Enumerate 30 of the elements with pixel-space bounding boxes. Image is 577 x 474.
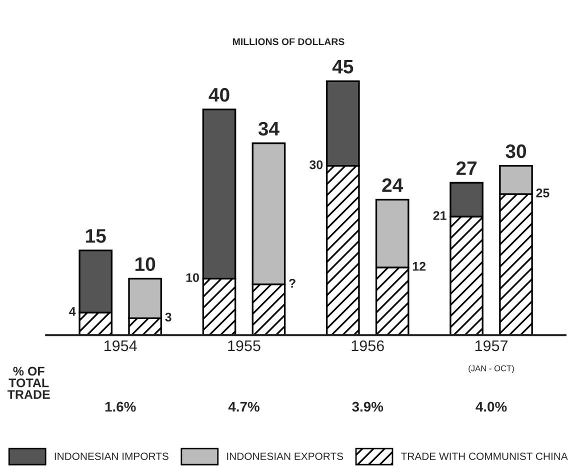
text: 4.7%: [228, 402, 260, 412]
x-tick-label: 1954: [104, 340, 137, 352]
data-label: 25: [536, 188, 550, 198]
data-label: 21: [433, 211, 446, 220]
data-label: 4: [69, 307, 76, 316]
legend-label: TRADE WITH COMMUNIST CHINA: [401, 452, 568, 460]
total-label: 40: [208, 88, 230, 102]
chart-subtitle: MILLIONS OF DOLLARS: [232, 38, 344, 46]
total-label: 10: [135, 257, 156, 272]
x-tick-label: 1957: [475, 340, 508, 352]
data-label: ?: [289, 278, 296, 288]
total-label: 24: [382, 178, 404, 192]
data-label: 10: [186, 273, 199, 282]
text: (JAN - OCT): [468, 365, 514, 373]
text: % OF TOTAL TRADE: [7, 366, 50, 399]
text: 1.6%: [105, 402, 136, 412]
total-label: 45: [332, 60, 354, 74]
total-label: 34: [258, 122, 280, 136]
legend-label: INDONESIAN EXPORTS: [227, 452, 344, 460]
total-label: 27: [456, 161, 477, 175]
total-label: 30: [506, 144, 526, 158]
data-label: 12: [412, 262, 426, 271]
text: 3.9%: [352, 402, 384, 412]
data-label: 30: [310, 160, 323, 170]
total-label: 15: [86, 229, 106, 243]
data-label: 3: [165, 312, 172, 322]
x-tick-label: 1956: [352, 340, 384, 352]
legend-label: INDONESIAN IMPORTS: [54, 452, 168, 460]
text: 4.0%: [476, 402, 507, 412]
x-tick-label: 1955: [228, 340, 260, 352]
